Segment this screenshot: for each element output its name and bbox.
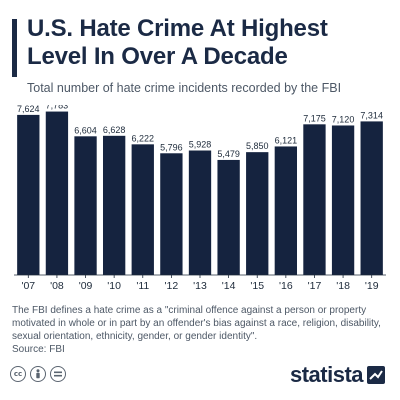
bar-chart: 7,624 '07 7,783 '08 6,604 '09 6,628 '10 6,222 '11… (14, 105, 386, 290)
chart-subtitle: Total number of hate crime incidents rec… (27, 81, 342, 95)
value-label: 7,783 (46, 105, 69, 111)
nd-icon[interactable] (50, 366, 66, 382)
bar-18 (331, 125, 355, 275)
bar-08 (45, 111, 69, 275)
tick-label: '11 (136, 280, 149, 290)
value-label: 5,479 (217, 149, 240, 159)
cc-icon[interactable]: cc (10, 366, 26, 382)
tick-label: '08 (50, 280, 64, 290)
value-label: 6,121 (275, 135, 298, 145)
title-accent-bar (12, 19, 17, 77)
chart-title: U.S. Hate Crime At Highest Level In Over… (27, 15, 328, 70)
by-icon[interactable] (30, 366, 46, 382)
tick-label: '15 (250, 280, 264, 290)
value-label: 5,796 (160, 142, 183, 152)
bar-16 (274, 146, 298, 275)
tick-label: '14 (222, 280, 236, 290)
tick-label: '09 (79, 280, 93, 290)
value-label: 6,628 (103, 125, 126, 135)
tick-label: '16 (279, 280, 293, 290)
value-label: 7,624 (17, 105, 40, 114)
tick-label: '12 (165, 280, 179, 290)
tick-label: '17 (308, 280, 322, 290)
tick-label: '10 (107, 280, 121, 290)
logo-mark-icon (367, 366, 386, 384)
value-label: 5,850 (246, 141, 269, 151)
source-label: Source: FBI (12, 344, 65, 355)
footnote: The FBI defines a hate crime as a "crimi… (12, 305, 381, 342)
bar-11 (131, 144, 154, 275)
bar-14 (217, 159, 240, 275)
tick-label: '18 (336, 280, 350, 290)
bar-10 (102, 135, 126, 275)
bar-15 (246, 152, 269, 275)
bar-19 (360, 121, 383, 275)
value-label: 7,175 (303, 113, 326, 123)
value-label: 6,604 (74, 125, 97, 135)
bar-17 (303, 124, 326, 275)
bar-09 (74, 136, 97, 275)
value-label: 6,222 (132, 133, 155, 143)
bar-13 (188, 150, 212, 275)
value-label: 7,314 (360, 110, 383, 120)
tick-label: '13 (193, 280, 207, 290)
tick-label: '07 (21, 280, 35, 290)
value-label: 7,120 (332, 114, 355, 124)
value-label: 5,928 (189, 140, 212, 150)
statista-logo[interactable]: statista (290, 362, 386, 387)
equals-icon (54, 371, 62, 377)
logo-text: statista (290, 362, 364, 387)
person-icon (36, 369, 40, 379)
license-icons: cc (10, 366, 66, 382)
bar-07 (17, 114, 40, 275)
bar-12 (160, 153, 183, 275)
tick-label: '19 (365, 280, 379, 290)
